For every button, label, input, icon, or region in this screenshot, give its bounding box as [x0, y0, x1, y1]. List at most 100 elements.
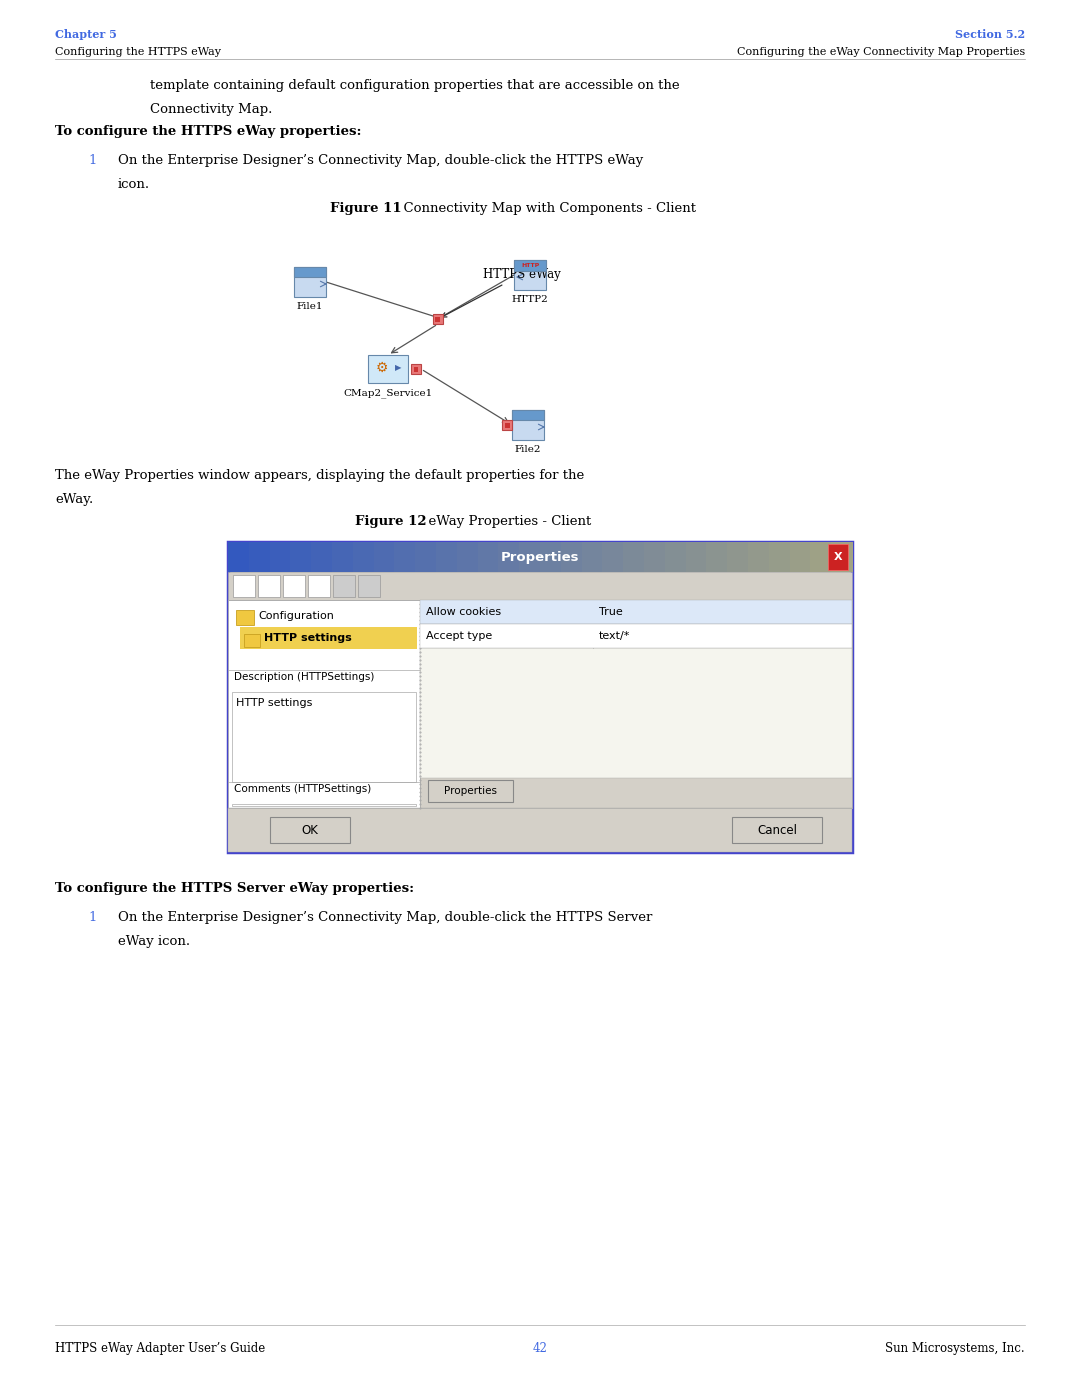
- FancyBboxPatch shape: [291, 542, 312, 571]
- Text: True: True: [598, 608, 622, 617]
- Text: File2: File2: [515, 446, 541, 454]
- FancyBboxPatch shape: [582, 542, 604, 571]
- FancyBboxPatch shape: [433, 314, 443, 324]
- FancyBboxPatch shape: [828, 543, 848, 570]
- Text: icon.: icon.: [118, 177, 150, 190]
- FancyBboxPatch shape: [374, 542, 395, 571]
- Text: Allow cookies: Allow cookies: [426, 608, 501, 617]
- Text: Properties: Properties: [444, 787, 497, 796]
- FancyBboxPatch shape: [415, 542, 437, 571]
- Text: CMap2_Service1: CMap2_Service1: [343, 388, 433, 398]
- FancyBboxPatch shape: [686, 542, 707, 571]
- Text: Accept type: Accept type: [426, 631, 492, 641]
- FancyBboxPatch shape: [420, 648, 852, 778]
- FancyBboxPatch shape: [332, 542, 354, 571]
- FancyBboxPatch shape: [420, 624, 852, 648]
- FancyBboxPatch shape: [512, 409, 544, 419]
- FancyBboxPatch shape: [706, 542, 728, 571]
- FancyBboxPatch shape: [420, 599, 852, 807]
- Text: 1: 1: [87, 911, 96, 923]
- FancyBboxPatch shape: [644, 542, 665, 571]
- Text: HTTP settings: HTTP settings: [237, 698, 312, 708]
- FancyBboxPatch shape: [228, 807, 852, 852]
- Text: 42: 42: [532, 1343, 548, 1355]
- FancyBboxPatch shape: [414, 366, 418, 372]
- Text: Cancel: Cancel: [757, 823, 797, 837]
- FancyBboxPatch shape: [789, 542, 811, 571]
- FancyBboxPatch shape: [457, 542, 478, 571]
- Text: Figure 11: Figure 11: [330, 203, 402, 215]
- Text: To configure the HTTPS eWay properties:: To configure the HTTPS eWay properties:: [55, 124, 362, 138]
- FancyBboxPatch shape: [333, 576, 355, 597]
- FancyBboxPatch shape: [732, 817, 822, 842]
- FancyBboxPatch shape: [623, 542, 645, 571]
- FancyBboxPatch shape: [477, 542, 499, 571]
- FancyBboxPatch shape: [540, 542, 562, 571]
- FancyBboxPatch shape: [244, 634, 260, 647]
- FancyBboxPatch shape: [270, 542, 292, 571]
- FancyBboxPatch shape: [498, 542, 521, 571]
- Text: eWay icon.: eWay icon.: [118, 935, 190, 947]
- Text: Figure 12: Figure 12: [355, 515, 427, 528]
- FancyBboxPatch shape: [294, 267, 326, 298]
- Text: eWay.: eWay.: [55, 493, 93, 506]
- Text: Sun Microsystems, Inc.: Sun Microsystems, Inc.: [886, 1343, 1025, 1355]
- Text: On the Enterprise Designer’s Connectivity Map, double-click the HTTPS eWay: On the Enterprise Designer’s Connectivit…: [118, 154, 644, 168]
- FancyBboxPatch shape: [519, 542, 541, 571]
- Text: Properties: Properties: [501, 550, 579, 563]
- FancyBboxPatch shape: [228, 571, 852, 599]
- FancyBboxPatch shape: [832, 542, 853, 571]
- Text: template containing default configuration properties that are accessible on the: template containing default configuratio…: [150, 80, 679, 92]
- Text: text/*: text/*: [598, 631, 630, 641]
- FancyBboxPatch shape: [232, 692, 416, 782]
- Text: Configuring the eWay Connectivity Map Properties: Configuring the eWay Connectivity Map Pr…: [737, 47, 1025, 57]
- FancyBboxPatch shape: [769, 542, 791, 571]
- Text: Configuring the HTTPS eWay: Configuring the HTTPS eWay: [55, 47, 221, 57]
- Text: Section 5.2: Section 5.2: [955, 29, 1025, 41]
- FancyBboxPatch shape: [514, 260, 546, 291]
- Text: HTTP: HTTP: [521, 263, 539, 268]
- Text: X: X: [834, 552, 842, 562]
- FancyBboxPatch shape: [240, 627, 417, 650]
- FancyBboxPatch shape: [232, 805, 416, 806]
- Text: eWay Properties - Client: eWay Properties - Client: [420, 515, 591, 528]
- FancyBboxPatch shape: [436, 542, 458, 571]
- FancyBboxPatch shape: [228, 542, 852, 852]
- Text: Comments (HTTPSettings): Comments (HTTPSettings): [234, 784, 372, 793]
- FancyBboxPatch shape: [512, 409, 544, 440]
- FancyBboxPatch shape: [504, 422, 510, 427]
- FancyBboxPatch shape: [283, 576, 305, 597]
- FancyBboxPatch shape: [233, 576, 255, 597]
- Text: Chapter 5: Chapter 5: [55, 29, 117, 41]
- FancyBboxPatch shape: [294, 267, 326, 277]
- FancyBboxPatch shape: [311, 542, 333, 571]
- Text: Configuration: Configuration: [258, 610, 334, 622]
- Text: ▶: ▶: [395, 363, 402, 373]
- FancyBboxPatch shape: [411, 365, 421, 374]
- FancyBboxPatch shape: [561, 542, 582, 571]
- FancyBboxPatch shape: [258, 576, 280, 597]
- FancyBboxPatch shape: [237, 610, 254, 624]
- Text: OK: OK: [301, 823, 319, 837]
- FancyBboxPatch shape: [665, 542, 687, 571]
- FancyBboxPatch shape: [435, 317, 441, 321]
- FancyBboxPatch shape: [428, 780, 513, 802]
- FancyBboxPatch shape: [228, 542, 249, 571]
- Text: Connectivity Map with Components - Client: Connectivity Map with Components - Clien…: [395, 203, 696, 215]
- Text: HTTP settings: HTTP settings: [264, 633, 352, 643]
- Text: To configure the HTTPS Server eWay properties:: To configure the HTTPS Server eWay prope…: [55, 882, 414, 895]
- FancyBboxPatch shape: [228, 599, 420, 807]
- FancyBboxPatch shape: [353, 542, 375, 571]
- FancyBboxPatch shape: [748, 542, 770, 571]
- Text: On the Enterprise Designer’s Connectivity Map, double-click the HTTPS Server: On the Enterprise Designer’s Connectivit…: [118, 911, 652, 923]
- Text: 1: 1: [87, 154, 96, 168]
- FancyBboxPatch shape: [810, 542, 833, 571]
- FancyBboxPatch shape: [603, 542, 624, 571]
- Text: HTTPS eWay: HTTPS eWay: [442, 268, 561, 317]
- FancyBboxPatch shape: [727, 542, 750, 571]
- Text: File1: File1: [297, 302, 323, 312]
- FancyBboxPatch shape: [308, 576, 330, 597]
- FancyBboxPatch shape: [248, 542, 271, 571]
- Text: The eWay Properties window appears, displaying the default properties for the: The eWay Properties window appears, disp…: [55, 469, 584, 482]
- Text: HTTPS eWay Adapter User’s Guide: HTTPS eWay Adapter User’s Guide: [55, 1343, 266, 1355]
